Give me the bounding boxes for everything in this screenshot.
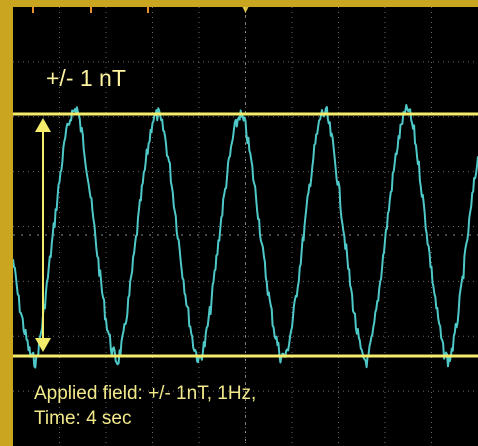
chart-plot-area xyxy=(13,7,478,446)
double-arrow-icon xyxy=(35,118,51,352)
caption: Applied field: +/- 1nT, 1Hz, Time: 4 sec xyxy=(34,381,256,431)
grid-lines xyxy=(13,7,478,446)
oscilloscope-screen: +/- 1 nT Applied field: +/- 1nT, 1Hz, Ti… xyxy=(13,7,478,446)
caption-line-1: Applied field: +/- 1nT, 1Hz, xyxy=(34,383,257,404)
trigger-marker-icon xyxy=(242,7,249,13)
arrow-head-down xyxy=(35,338,51,352)
arrow-head-up xyxy=(35,118,51,132)
caption-line-2: Time: 4 sec xyxy=(34,408,132,429)
top-division-marks xyxy=(32,7,249,13)
series-line-field xyxy=(13,104,478,369)
annotation-range: +/- 1 nT xyxy=(46,65,126,91)
